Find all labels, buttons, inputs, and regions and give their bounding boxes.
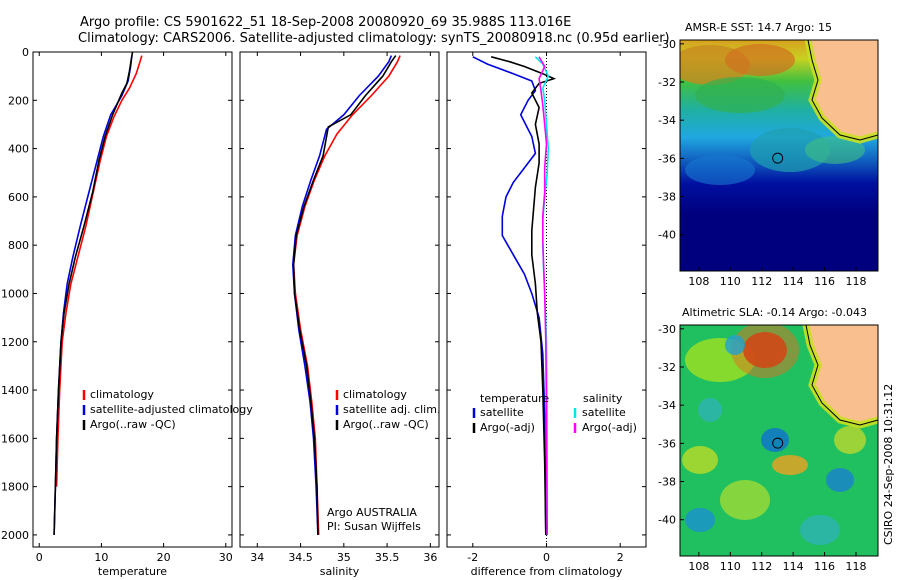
lat-tick-label: -38 [658, 191, 676, 204]
sst-argo-location-marker [772, 152, 784, 164]
series-line-argo-raw-qc- [292, 55, 397, 535]
x-tick-label: 0 [543, 551, 550, 564]
lon-tick-label: 114 [783, 560, 804, 573]
depth-tick-label: 0 [22, 46, 29, 59]
depth-tick-label: 800 [8, 239, 29, 252]
salinity-profile-panel: 34 34.5 35 35.5 36 salinity climatology satelli… [239, 51, 440, 578]
sla-map-panel: Altimetric SLA: -0.14 Argo: -0.043 108 11… [658, 306, 879, 573]
lat-tick-label: -38 [658, 476, 676, 489]
sla-argo-location-marker [772, 437, 784, 449]
owner-annotation: Argo AUSTRALIA [327, 506, 417, 519]
legend-label: climatology [343, 388, 407, 401]
lat-tick-label: -32 [658, 361, 676, 374]
legend-title-temperature: temperature [480, 392, 549, 405]
legend-label: satellite adj. clim. [343, 403, 440, 416]
lat-tick-label: -30 [658, 38, 676, 51]
x-axis-label: temperature [98, 565, 167, 578]
lon-tick-label: 112 [751, 275, 772, 288]
sla-field [680, 325, 878, 556]
series-line-temperature-satellite [472, 56, 547, 535]
owner-annotation: PI: Susan Wijffels [327, 520, 421, 533]
legend-title-salinity: salinity [583, 392, 623, 405]
lat-tick-label: -32 [658, 76, 676, 89]
lat-tick-label: -40 [658, 229, 676, 242]
x-tick-label: 30 [219, 551, 233, 564]
series-line-climatology [292, 55, 401, 535]
x-axis-label: difference from climatology [471, 565, 623, 578]
depth-tick-label: 2000 [1, 529, 29, 542]
legend-label: satellite-adjusted climatology [90, 403, 253, 416]
x-tick-label: 34.5 [288, 551, 313, 564]
sst-land [808, 40, 878, 140]
series-line-temperature-argo-adj- [490, 56, 557, 535]
legend-label: satellite [480, 406, 524, 419]
series-line-satellite-adj-clim- [291, 55, 393, 535]
depth-tick-label: 400 [8, 143, 29, 156]
legend-label: Argo(..raw -QC) [90, 418, 176, 431]
x-axis-label: salinity [320, 565, 360, 578]
lon-tick-label: 110 [720, 560, 741, 573]
x-tick-label: -2 [467, 551, 478, 564]
lat-tick-label: -34 [658, 114, 676, 127]
series-line-satellite-adjusted-climatology [53, 55, 133, 535]
lon-tick-label: 108 [688, 275, 709, 288]
legend-label: Argo(-adj) [582, 421, 637, 434]
x-tick-label: 2 [617, 551, 624, 564]
lon-tick-label: 108 [688, 560, 709, 573]
depth-tick-label: 1600 [1, 432, 29, 445]
lat-tick-label: -30 [658, 323, 676, 336]
lat-tick-label: -40 [658, 514, 676, 527]
lat-tick-label: -36 [658, 152, 676, 165]
lon-tick-label: 118 [846, 560, 867, 573]
depth-tick-label: 1200 [1, 336, 29, 349]
x-tick-label: 10 [94, 551, 108, 564]
csiro-timestamp: CSIRO 24-Sep-2008 10:31:12 [882, 384, 895, 545]
lon-tick-label: 114 [783, 275, 804, 288]
lon-tick-label: 118 [846, 275, 867, 288]
lon-tick-label: 116 [814, 275, 835, 288]
legend-label: satellite [582, 406, 626, 419]
figure-title-line2: Climatology: CARS2006. Satellite-adjuste… [78, 31, 670, 46]
sst-map-panel: AMSR-E SST: 14.7 Argo: 15 108 110 112 114 11… [658, 21, 879, 288]
depth-tick-label: 1800 [1, 481, 29, 494]
sst-field [680, 40, 878, 271]
legend-label: Argo(..raw -QC) [343, 418, 429, 431]
lon-tick-label: 112 [751, 560, 772, 573]
legend-label: climatology [90, 388, 154, 401]
x-tick-label: 34 [250, 551, 264, 564]
legend-label: Argo(-adj) [480, 421, 535, 434]
depth-tick-label: 1400 [1, 384, 29, 397]
series-line-salinity-argo-adj- [538, 56, 548, 535]
lon-tick-label: 116 [814, 560, 835, 573]
x-tick-label: 0 [36, 551, 43, 564]
figure-title-line1: Argo profile: CS 5901622_51 18-Sep-2008 … [80, 15, 571, 30]
sla-map-title: Altimetric SLA: -0.14 Argo: -0.043 [682, 306, 867, 319]
depth-tick-label: 1000 [1, 287, 29, 300]
plot-frame [32, 51, 233, 548]
lat-tick-label: -34 [658, 399, 676, 412]
lon-tick-label: 110 [720, 275, 741, 288]
x-tick-label: 20 [157, 551, 171, 564]
plot-frame [239, 51, 440, 548]
x-tick-label: 36 [423, 551, 437, 564]
depth-tick-label: 200 [8, 94, 29, 107]
sst-map-title: AMSR-E SST: 14.7 Argo: 15 [685, 21, 832, 34]
series-line-argo-raw-qc- [53, 51, 134, 535]
depth-tick-label: 600 [8, 191, 29, 204]
lat-tick-label: -36 [658, 437, 676, 450]
temperature-profile-panel: 0 200 400 600 800 1000 1200 1400 1600 1800 2000 0 10… [1, 46, 253, 578]
x-tick-label: 35 [337, 551, 351, 564]
x-tick-label: 35.5 [375, 551, 400, 564]
